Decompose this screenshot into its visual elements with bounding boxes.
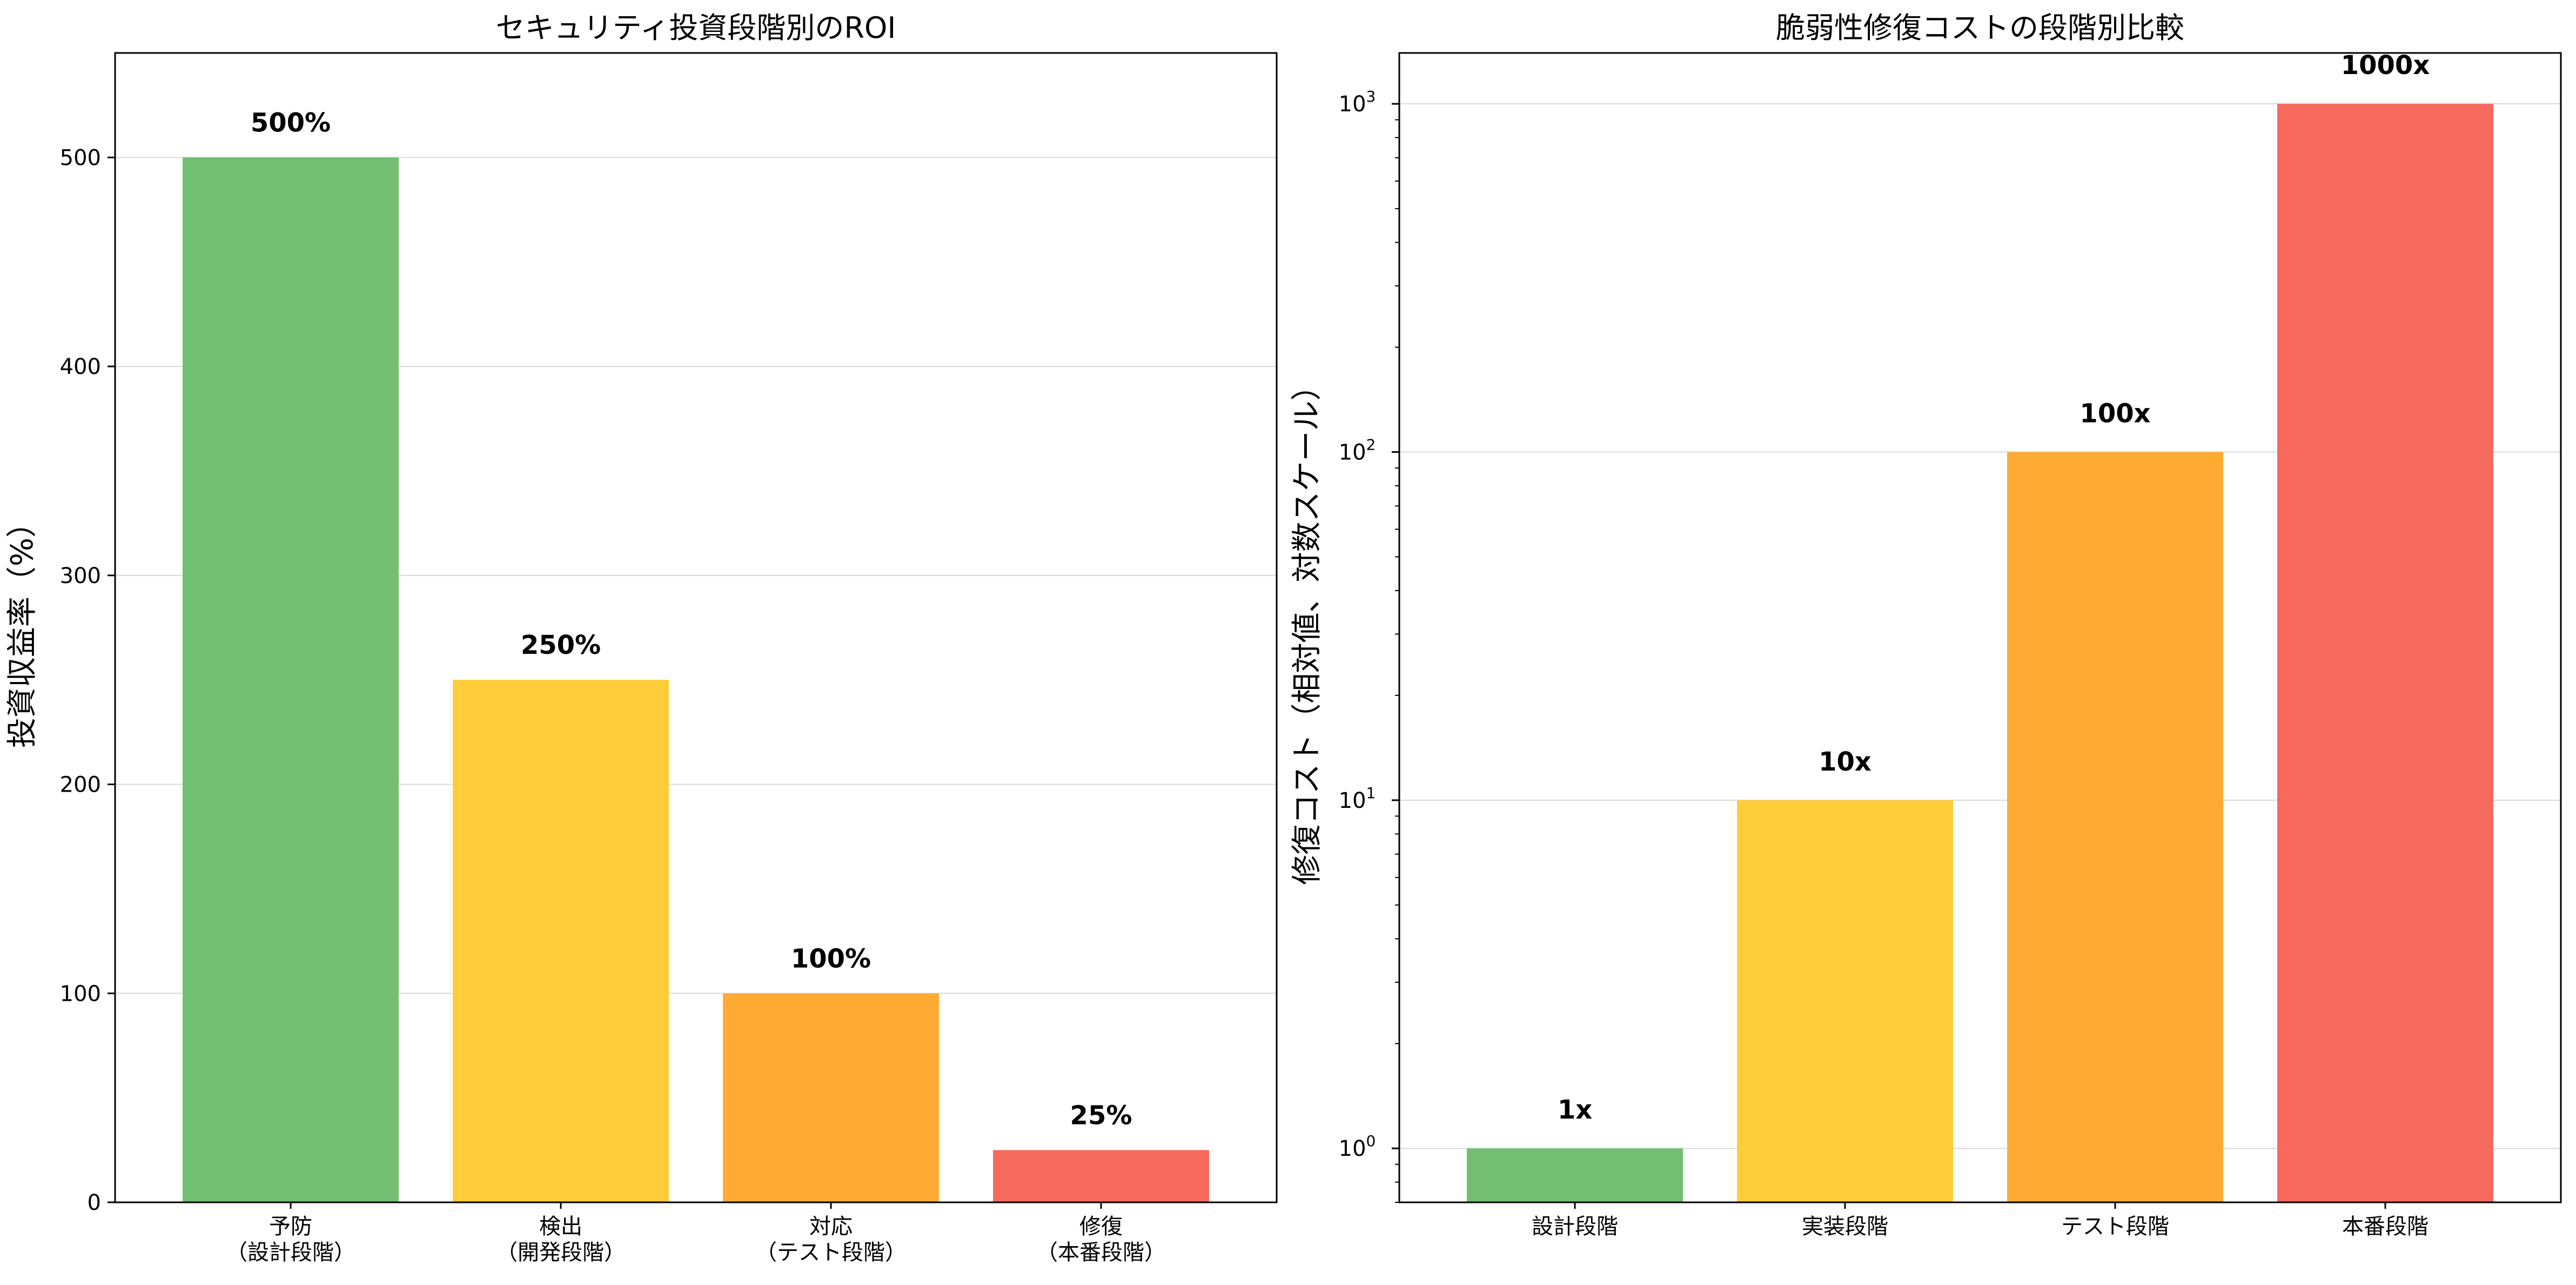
y-tick-label: 100 — [1339, 1132, 1376, 1161]
x-tick-label: 修復（本番段階） — [1036, 1214, 1166, 1265]
x-tick-label: テスト段階 — [2061, 1214, 2169, 1239]
y-tick-label: 500 — [60, 145, 101, 170]
data-label: 100% — [791, 943, 871, 974]
y-tick-label: 103 — [1339, 88, 1376, 117]
chart-title: セキュリティ投資段階別のROI — [496, 11, 896, 45]
bar — [993, 1150, 1209, 1202]
x-tick-label: 本番段階 — [2342, 1214, 2429, 1239]
y-axis-label: 投資収益率（%） — [5, 507, 40, 748]
x-tick-label: 設計段階 — [1532, 1214, 1618, 1239]
data-label: 250% — [521, 630, 601, 660]
y-tick-label: 102 — [1339, 436, 1376, 465]
bar — [183, 157, 399, 1202]
data-label: 500% — [251, 108, 331, 138]
roi-chart: 500% 予防（設計段階） 250% 検出（開発段階） 100% 対応（テスト段階） 25%… — [5, 11, 1278, 1265]
bar — [2007, 452, 2223, 1202]
bar — [1467, 1148, 1683, 1202]
data-label: 10x — [1819, 747, 1871, 777]
bar — [1737, 800, 1953, 1202]
y-tick-label: 400 — [60, 354, 101, 379]
plot-frame — [1398, 52, 2562, 1203]
x-tick-label: 実装段階 — [1802, 1214, 1888, 1239]
y-tick-label: 100 — [60, 981, 101, 1006]
data-label: 1x — [1558, 1095, 1592, 1125]
chart-title: 脆弱性修復コストの段階別比較 — [1776, 11, 2184, 45]
y-tick-label: 300 — [60, 564, 101, 588]
cost-chart: 1x 設計段階 10x 実装段階 100x テスト段階 1000x 本番段階 100 101 102… — [1290, 11, 2562, 1239]
x-tick-label: 検出（開発段階） — [496, 1214, 626, 1265]
data-label: 25% — [1070, 1100, 1132, 1130]
x-tick-label: 予防（設計段階） — [226, 1214, 355, 1265]
data-label: 100x — [2079, 399, 2150, 429]
bar — [2277, 104, 2493, 1203]
y-axis-label: 修復コスト（相対値、対数スケール） — [1290, 371, 1325, 885]
y-tick-label: 101 — [1339, 784, 1376, 813]
y-tick-label: 0 — [88, 1190, 101, 1215]
bar — [723, 993, 939, 1202]
bar — [453, 680, 669, 1202]
y-tick-label: 200 — [60, 773, 101, 798]
x-tick-label: 対応（テスト段階） — [755, 1214, 907, 1265]
data-label: 1000x — [2341, 50, 2430, 81]
plot-frame — [114, 52, 1278, 1203]
